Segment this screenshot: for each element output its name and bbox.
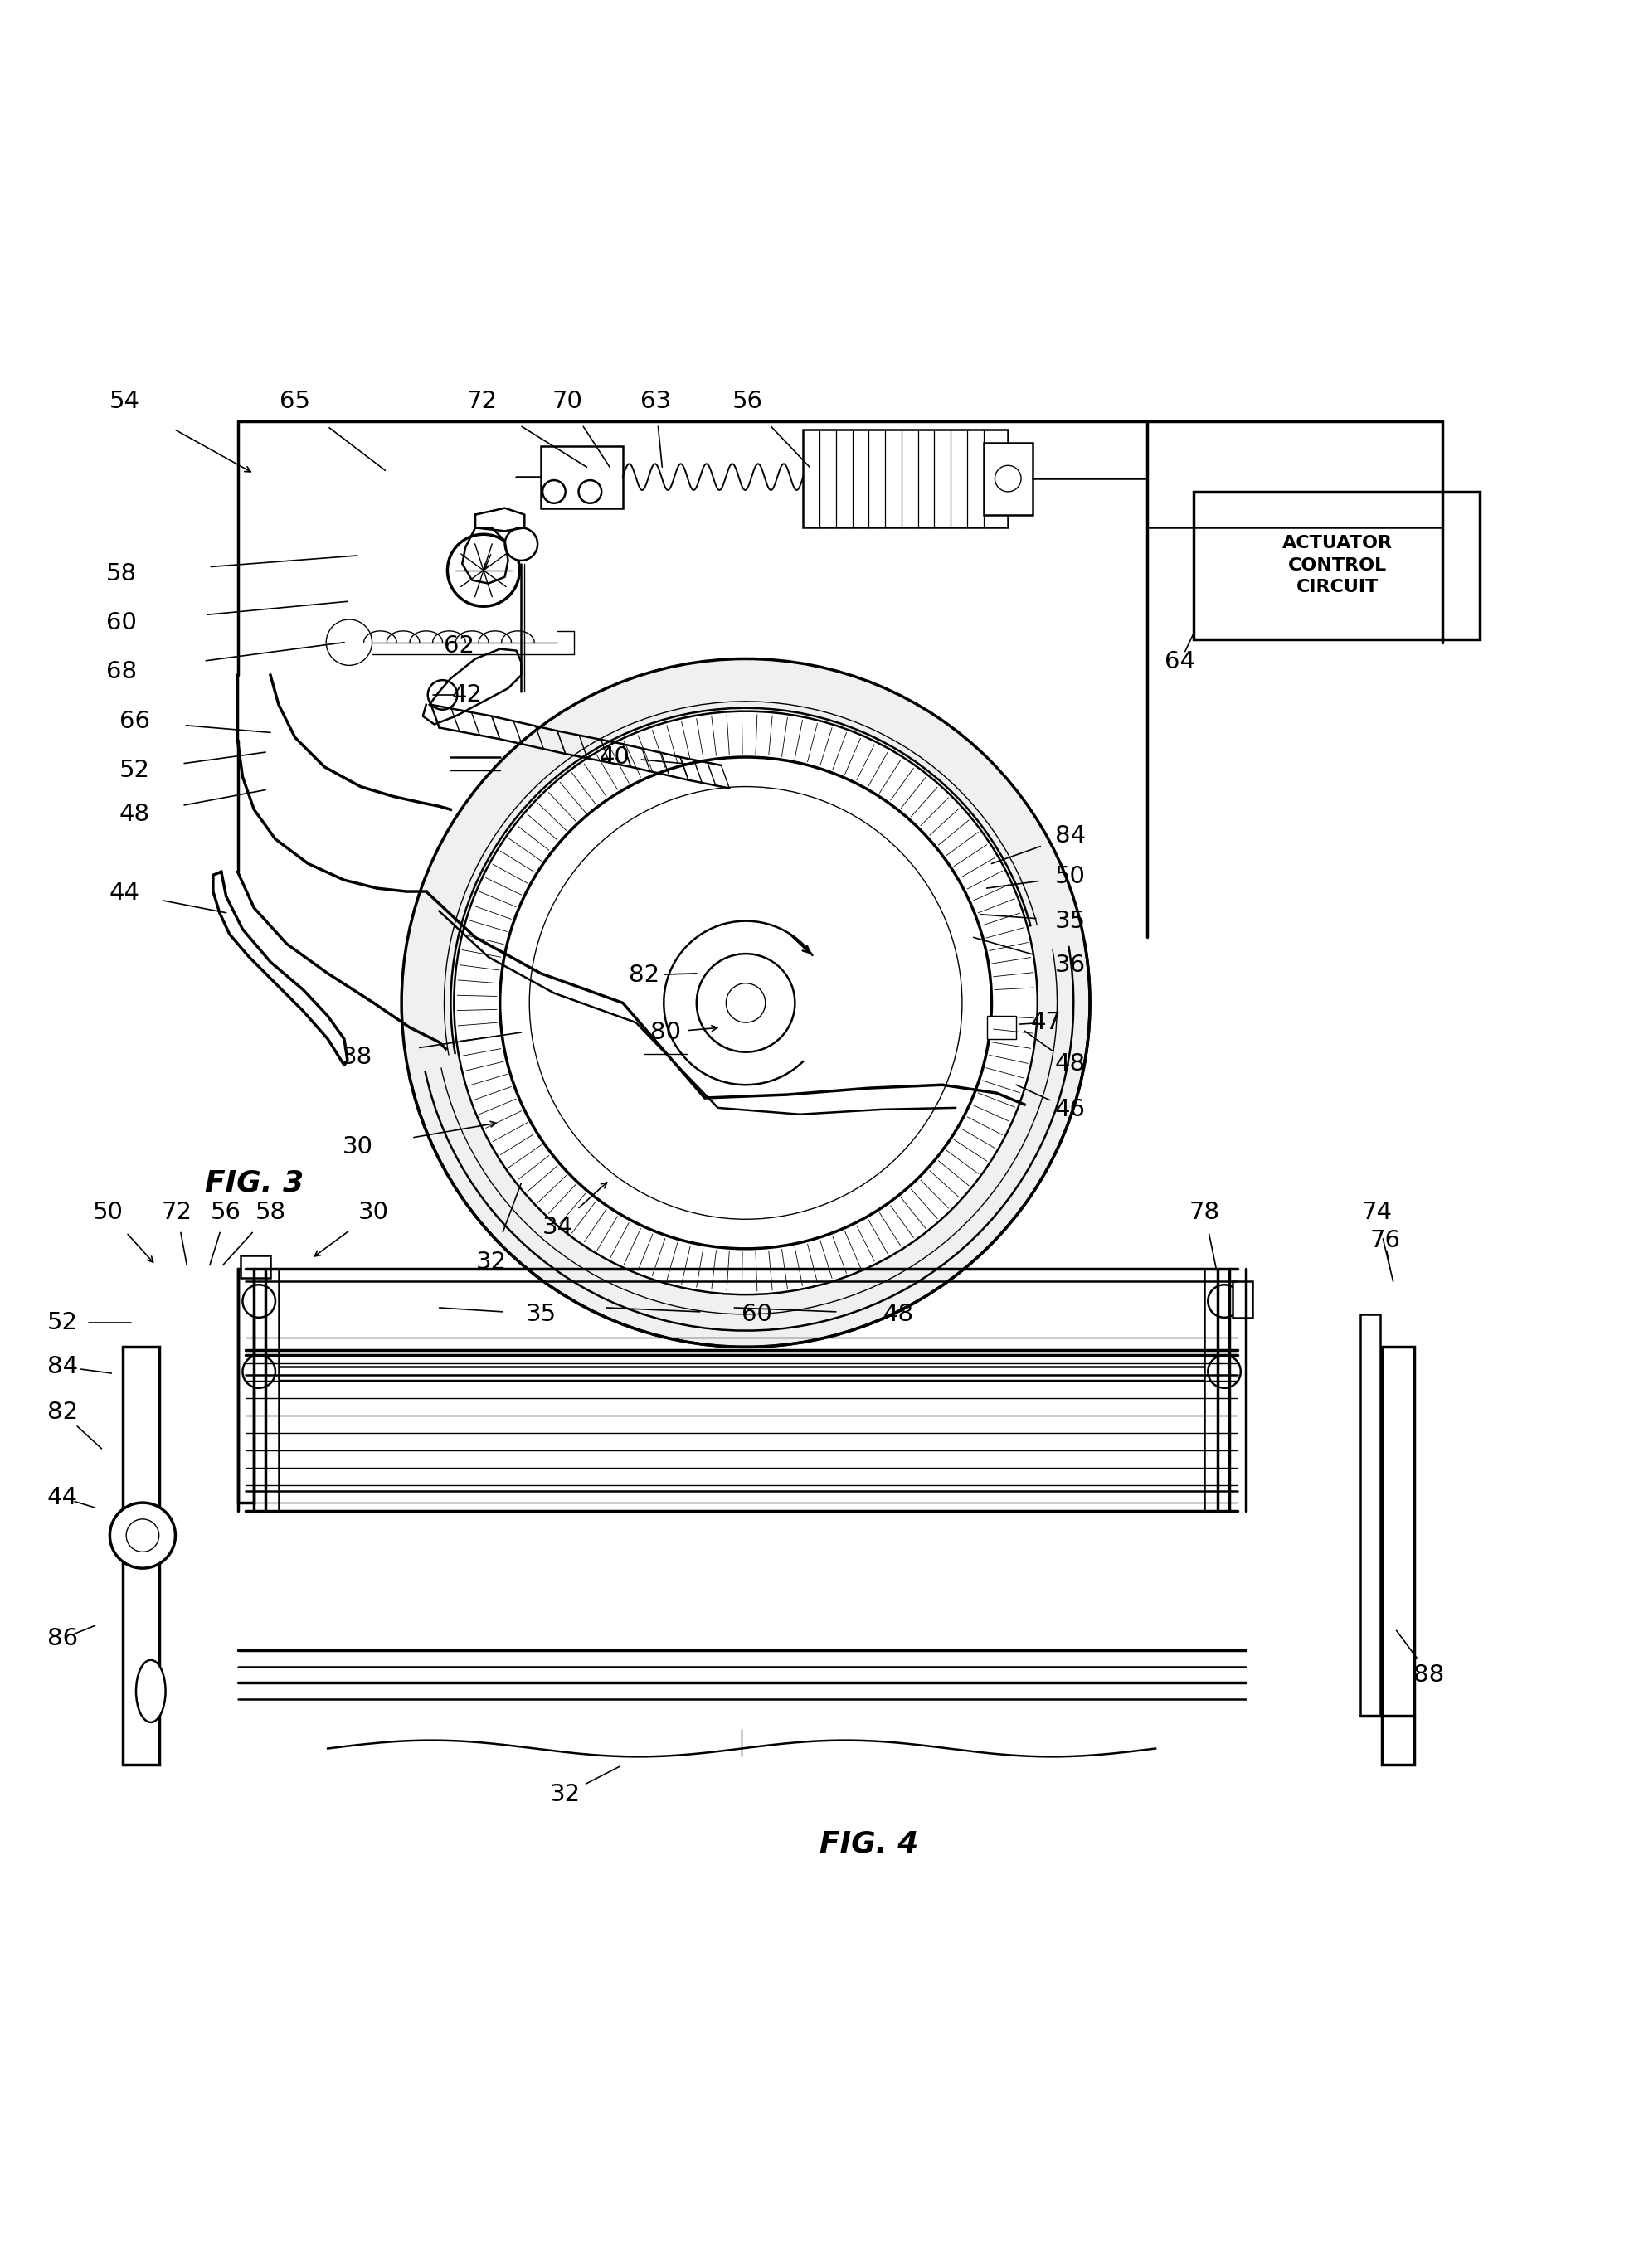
Text: 74: 74 bbox=[1362, 1202, 1392, 1225]
Circle shape bbox=[500, 758, 992, 1250]
Text: 40: 40 bbox=[600, 746, 629, 769]
Polygon shape bbox=[462, 528, 508, 583]
Text: ACTUATOR
CONTROL
CIRCUIT: ACTUATOR CONTROL CIRCUIT bbox=[1282, 535, 1393, 596]
Bar bbox=[123, 1347, 159, 1765]
Text: 84: 84 bbox=[48, 1354, 77, 1379]
Text: 72: 72 bbox=[162, 1202, 192, 1225]
Text: 35: 35 bbox=[1056, 909, 1085, 932]
Bar bbox=[1360, 1313, 1380, 1715]
Bar bbox=[1233, 1281, 1252, 1318]
Circle shape bbox=[447, 535, 520, 606]
Text: 80: 80 bbox=[651, 1021, 680, 1043]
Circle shape bbox=[110, 1504, 175, 1567]
Polygon shape bbox=[213, 871, 347, 1066]
Text: FIG. 3: FIG. 3 bbox=[205, 1168, 303, 1198]
Text: 42: 42 bbox=[452, 683, 482, 705]
Text: 84: 84 bbox=[1056, 823, 1085, 848]
Text: 44: 44 bbox=[110, 882, 139, 905]
Text: 32: 32 bbox=[477, 1250, 506, 1272]
Text: 58: 58 bbox=[256, 1202, 285, 1225]
Text: 38: 38 bbox=[343, 1046, 372, 1068]
Text: 82: 82 bbox=[48, 1402, 77, 1424]
Text: 54: 54 bbox=[110, 390, 139, 413]
Text: 48: 48 bbox=[120, 803, 149, 826]
Text: 46: 46 bbox=[1056, 1098, 1085, 1120]
Text: 66: 66 bbox=[120, 710, 149, 733]
Text: 63: 63 bbox=[641, 390, 670, 413]
Circle shape bbox=[1208, 1356, 1241, 1388]
Bar bbox=[1382, 1347, 1414, 1765]
Text: 65: 65 bbox=[280, 390, 310, 413]
Circle shape bbox=[726, 984, 765, 1023]
Text: FIG. 4: FIG. 4 bbox=[820, 1830, 918, 1857]
Circle shape bbox=[243, 1356, 275, 1388]
Text: 62: 62 bbox=[444, 635, 474, 658]
Text: 72: 72 bbox=[467, 390, 497, 413]
Circle shape bbox=[454, 712, 1037, 1295]
Bar bbox=[238, 1268, 254, 1504]
Circle shape bbox=[243, 1284, 275, 1318]
Text: 56: 56 bbox=[733, 390, 762, 413]
Bar bbox=[983, 442, 1033, 515]
Bar bbox=[803, 429, 1008, 528]
Circle shape bbox=[697, 955, 795, 1052]
Circle shape bbox=[402, 658, 1090, 1347]
Polygon shape bbox=[475, 508, 524, 531]
Text: 30: 30 bbox=[359, 1202, 388, 1225]
Text: 88: 88 bbox=[1414, 1662, 1444, 1687]
Text: 60: 60 bbox=[107, 610, 136, 635]
Text: 30: 30 bbox=[343, 1136, 372, 1159]
Text: 52: 52 bbox=[120, 758, 149, 782]
Text: 52: 52 bbox=[48, 1311, 77, 1334]
Text: 82: 82 bbox=[629, 964, 659, 987]
Text: 64: 64 bbox=[1165, 651, 1195, 674]
Text: 34: 34 bbox=[543, 1216, 572, 1238]
Text: 78: 78 bbox=[1190, 1202, 1219, 1225]
Bar bbox=[241, 1254, 270, 1279]
Text: 86: 86 bbox=[48, 1626, 77, 1651]
Ellipse shape bbox=[136, 1660, 166, 1721]
Text: 48: 48 bbox=[1056, 1052, 1085, 1075]
Text: 50: 50 bbox=[1056, 864, 1085, 889]
Polygon shape bbox=[423, 649, 521, 723]
Text: 70: 70 bbox=[552, 390, 582, 413]
Text: 32: 32 bbox=[551, 1783, 580, 1805]
Text: 68: 68 bbox=[107, 660, 136, 683]
Text: 56: 56 bbox=[211, 1202, 241, 1225]
Circle shape bbox=[126, 1520, 159, 1551]
Circle shape bbox=[505, 528, 538, 560]
Text: 35: 35 bbox=[526, 1302, 556, 1327]
Circle shape bbox=[1208, 1284, 1241, 1318]
Text: 60: 60 bbox=[742, 1302, 772, 1327]
Text: 76: 76 bbox=[1370, 1229, 1400, 1252]
Text: 44: 44 bbox=[48, 1486, 77, 1510]
Text: 47: 47 bbox=[1031, 1012, 1060, 1034]
Bar bbox=[1193, 492, 1480, 640]
Bar bbox=[987, 1016, 1016, 1039]
Text: 50: 50 bbox=[93, 1202, 123, 1225]
Text: 58: 58 bbox=[107, 562, 136, 585]
Text: 48: 48 bbox=[883, 1302, 913, 1327]
Text: 36: 36 bbox=[1056, 953, 1085, 978]
Bar bbox=[541, 447, 623, 508]
